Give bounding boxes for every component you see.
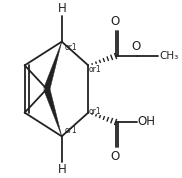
- Text: or1: or1: [89, 107, 102, 116]
- Text: O: O: [110, 150, 119, 163]
- Text: OH: OH: [138, 116, 156, 129]
- Text: H: H: [57, 163, 66, 176]
- Text: or1: or1: [64, 43, 77, 52]
- Polygon shape: [44, 42, 62, 90]
- Text: CH₃: CH₃: [159, 51, 179, 61]
- Text: O: O: [110, 15, 119, 28]
- Polygon shape: [44, 88, 62, 136]
- Text: O: O: [131, 40, 141, 53]
- Text: H: H: [57, 2, 66, 15]
- Text: or1: or1: [64, 126, 77, 135]
- Text: or1: or1: [89, 65, 102, 74]
